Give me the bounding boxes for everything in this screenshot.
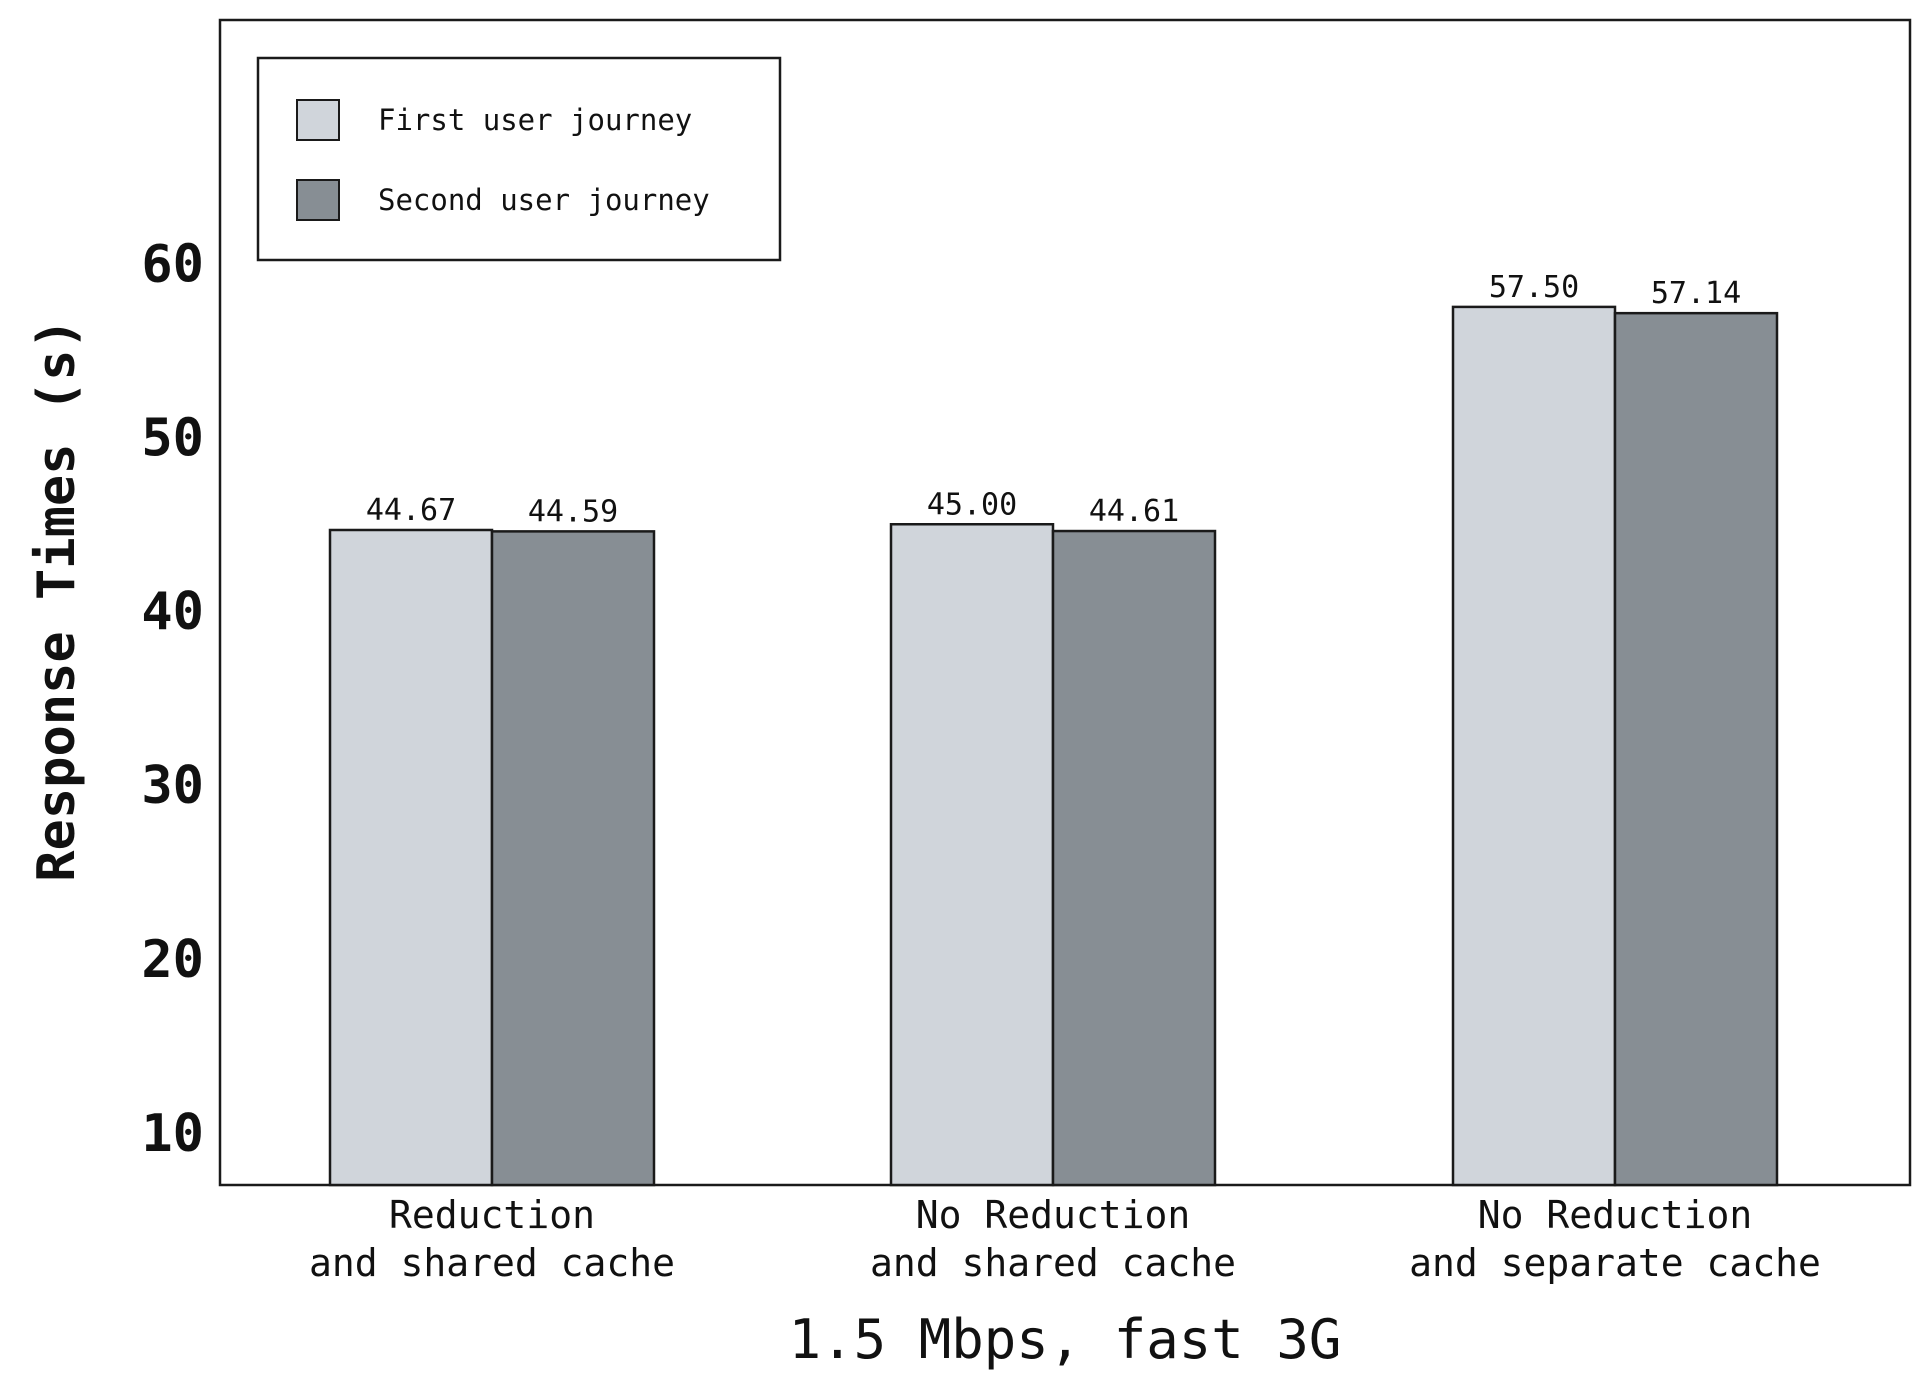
- y-tick-label: 30: [141, 756, 204, 816]
- data-label-series-0-category-1: 45.00: [927, 487, 1017, 522]
- x-category-label-line: and shared cache: [309, 1241, 675, 1285]
- y-tick-label: 50: [141, 408, 204, 468]
- y-tick-label: 20: [141, 930, 204, 990]
- y-tick-label: 60: [141, 234, 204, 294]
- legend-swatch-second-user-journey: [296, 179, 340, 221]
- data-label-series-1-category-2: 57.14: [1651, 276, 1741, 311]
- bar-series-0-category-2: [1451, 305, 1617, 1187]
- bar-series-0-category-0: [328, 528, 494, 1187]
- x-category-label-line: Reduction: [389, 1193, 595, 1237]
- labels-layer: 44.67 45.00 57.50 44.59 44.61 57.14: [366, 270, 1741, 529]
- x-category-label-line: and shared cache: [870, 1241, 1236, 1285]
- x-category-label: No Reduction and separate cache: [1409, 1193, 1821, 1285]
- legend-label-first-user-journey: First user journey: [378, 103, 692, 137]
- bar-series-1-category-0: [490, 530, 656, 1187]
- data-label-series-1-category-0: 44.59: [528, 494, 618, 529]
- x-axis-title: 1.5 Mbps, fast 3G: [789, 1308, 1342, 1371]
- x-category-label-line: No Reduction: [916, 1193, 1191, 1237]
- y-tick-label: 40: [141, 582, 204, 642]
- y-tick-label: 10: [141, 1104, 204, 1164]
- bars-layer: [328, 305, 1779, 1187]
- bar-series-1-category-2: [1613, 311, 1779, 1187]
- x-category-label: No Reduction and shared cache: [870, 1193, 1236, 1285]
- y-tick-layer: 10 20 30 40 50 60: [141, 234, 204, 1163]
- x-category-label-line: and separate cache: [1409, 1241, 1821, 1285]
- x-category-label-line: No Reduction: [1478, 1193, 1753, 1237]
- legend-label-second-user-journey: Second user journey: [378, 183, 710, 217]
- x-category-label: Reduction and shared cache: [309, 1193, 675, 1285]
- legend: First user journey Second user journey: [256, 56, 782, 262]
- data-label-series-1-category-1: 44.61: [1089, 494, 1179, 529]
- legend-swatch-first-user-journey: [296, 99, 340, 141]
- bar-series-1-category-1: [1051, 529, 1217, 1187]
- y-axis-title: Response Times (s): [27, 318, 87, 882]
- data-label-series-0-category-2: 57.50: [1489, 270, 1579, 305]
- legend-box: [256, 56, 782, 262]
- bar-series-0-category-1: [889, 523, 1055, 1187]
- data-label-series-0-category-0: 44.67: [366, 493, 456, 528]
